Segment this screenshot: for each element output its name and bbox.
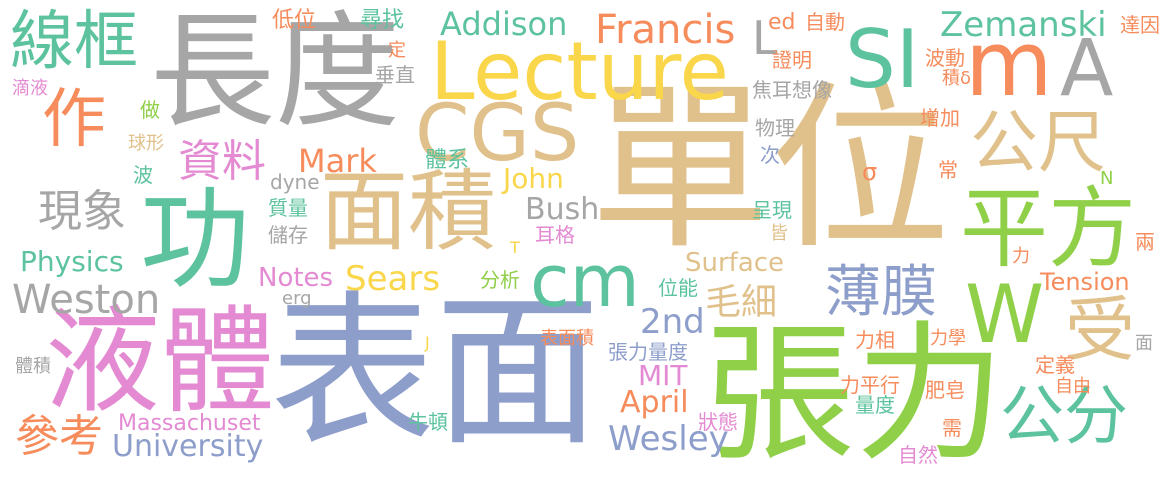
word-zi-ran: 自然 (898, 443, 938, 467)
word-francis: Francis (595, 7, 736, 53)
word-wu-li: 物理 (755, 116, 795, 140)
word-sigma: σ (862, 158, 878, 186)
word-t: T (510, 238, 520, 257)
word-si: SI (845, 13, 920, 106)
word-n: N (1100, 168, 1114, 189)
word-addison: Addison (440, 5, 568, 43)
word-jie: 皆 (770, 223, 788, 244)
word-ye-ti: 液體 (45, 295, 276, 429)
word-dyne: dyne (270, 170, 320, 194)
word-dan-wei: 單位 (590, 65, 951, 274)
word-zi-you: 自由 (1055, 376, 1091, 397)
word-bo-dong: 波動 (925, 46, 965, 70)
word-ji-delta: 積δ (942, 68, 972, 89)
word-a: A (1060, 24, 1114, 114)
word-university: University (112, 429, 264, 464)
word-gong-chi: 公尺 (970, 104, 1107, 183)
word-mao-xi: 毛細 (705, 282, 778, 323)
word-april: April (620, 385, 689, 420)
word-gong: 功 (140, 176, 250, 304)
word-di-wei: 低位 (272, 8, 317, 33)
word-ti-xi: 體系 (425, 148, 470, 173)
word-mian: 面 (1135, 333, 1153, 354)
word-surface: Surface (685, 248, 785, 278)
word-jiao-er-xiang-xiang: 焦耳想像 (752, 78, 832, 102)
word-shou: 受 (1065, 289, 1135, 371)
word-zuo2: 做 (140, 98, 160, 122)
word-massachuset: Massachuset (118, 411, 261, 436)
word-j: J (425, 333, 430, 352)
word-physics: Physics (20, 245, 124, 278)
word-chui-zhi: 垂直 (375, 63, 415, 87)
word-chang-du: 長度 (150, 0, 400, 145)
word-liang: 兩 (1135, 230, 1155, 254)
word-da-yin: 達因 (1120, 13, 1160, 37)
word-ding-yi: 定義 (1035, 353, 1075, 377)
word-li: 力 (1012, 246, 1030, 267)
word-zi-dong: 自動 (805, 10, 845, 34)
word-biao-mian: 表面 (270, 276, 600, 468)
word-erg: erg (282, 288, 312, 309)
word-ding: 定 (388, 40, 406, 61)
word-zi-liao: 資料 (178, 136, 266, 187)
word-li-ping-xing: 力平行 (840, 373, 900, 397)
word-can-kao: 參考 (15, 411, 103, 462)
word-zhi-liang: 質量 (268, 196, 308, 220)
word-lecture: Lecture (430, 25, 729, 118)
word-zeng-jia: 增加 (920, 106, 960, 130)
word-fei-zao: 肥皂 (925, 378, 965, 402)
word-w: W (965, 268, 1045, 361)
word-weston: Weston (12, 277, 161, 323)
word-ti-ji: 體積 (15, 356, 51, 377)
word-liang-du: 量度 (855, 393, 895, 417)
word-chang: 常 (938, 158, 958, 182)
word-zuo: 作 (42, 83, 106, 157)
word-2nd: 2nd (640, 302, 705, 342)
word-zemanski: Zemanski (940, 5, 1107, 45)
word-zhang-li: 張力 (705, 308, 1006, 482)
word-er-ge: 耳格 (535, 223, 575, 247)
word-biao-mian-ji: 表面積 (540, 328, 594, 349)
word-john: John (503, 162, 564, 195)
word-fen-xi: 分析 (480, 268, 520, 292)
word-ed: ed (768, 10, 796, 35)
word-tension: Tension (1040, 268, 1130, 296)
word-cgs: CGS (415, 89, 580, 179)
word-gong-fen: 公分 (1000, 380, 1128, 454)
word-m: m (965, 12, 1053, 117)
word-sears: Sears (345, 259, 441, 299)
word-mian-ji: 面積 (320, 160, 497, 263)
word-chu-cun: 儲存 (268, 223, 308, 247)
word-notes: Notes (258, 263, 334, 293)
word-cheng-xian: 呈現 (752, 198, 792, 222)
word-li-xue: 力學 (930, 328, 966, 349)
word-xu: 需 (942, 416, 962, 440)
word-bo-mo: 薄膜 (825, 260, 937, 325)
word-niu-dun: 牛頓 (408, 410, 448, 434)
word-xian-xiang: 現象 (38, 186, 126, 237)
word-li-xiang: 力相 (855, 328, 895, 352)
word-di-ye: 滴液 (12, 78, 48, 99)
word-ci: 次 (760, 143, 780, 167)
word-zhang-li-liang-du: 張力量度 (608, 340, 688, 364)
word-cm: cm (530, 239, 640, 323)
word-xun-zhao: 尋找 (360, 8, 405, 33)
word-wesley: Wesley (608, 419, 729, 459)
word-l: L (752, 11, 778, 65)
word-mark: Mark (298, 142, 377, 180)
word-xian-kuang: 線框 (10, 5, 138, 79)
word-mit: MIT (638, 359, 688, 392)
word-qiu-xing: 球形 (128, 133, 164, 154)
word-bo: 波 (133, 163, 153, 187)
word-zhuang-tai: 狀態 (698, 410, 738, 434)
word-ping-fang: 平方 (960, 177, 1137, 280)
word-wei-neng: 位能 (658, 276, 698, 300)
word-bush: Bush (525, 192, 600, 227)
word-zheng-ming: 證明 (772, 48, 812, 72)
